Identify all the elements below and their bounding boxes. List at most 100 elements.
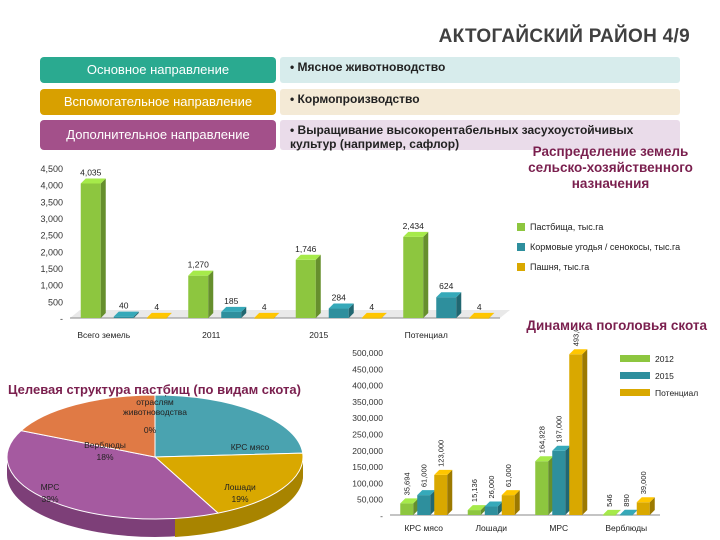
direction-label-auxiliary: Вспомогательное направление bbox=[40, 89, 276, 115]
herd-bar bbox=[400, 498, 419, 515]
herd-category-label: МРС bbox=[549, 523, 568, 533]
herd-legend-label: Потенциал bbox=[655, 388, 698, 398]
pie-slice-percent-label: 39% bbox=[41, 494, 58, 504]
direction-row-auxiliary: Вспомогательное направление • Кормопроиз… bbox=[40, 89, 680, 115]
land-bar bbox=[361, 312, 387, 319]
land-bar-value-label: 4 bbox=[477, 302, 482, 312]
land-bar bbox=[146, 312, 172, 319]
herd-bar-value-label: 493,000 bbox=[572, 330, 581, 346]
land-y-tick-label: - bbox=[60, 314, 63, 324]
land-y-tick-label: 3,000 bbox=[40, 214, 63, 224]
herd-bar-value-label: 39,000 bbox=[639, 471, 648, 494]
herd-bar bbox=[535, 456, 554, 515]
land-bar-value-label: 4 bbox=[369, 302, 374, 312]
land-y-tick-label: 2,500 bbox=[40, 231, 63, 241]
herd-y-tick-label: 400,000 bbox=[352, 381, 383, 391]
pie-slice-percent-label: 0% bbox=[144, 425, 157, 435]
herd-bar bbox=[636, 497, 655, 515]
land-y-tick-label: 1,500 bbox=[40, 264, 63, 274]
land-y-tick-label: 4,500 bbox=[40, 164, 63, 174]
direction-value-auxiliary: • Кормопроизводство bbox=[280, 89, 680, 115]
land-legend-label: Кормовые угодья / сенокосы, тыс.га bbox=[530, 242, 680, 252]
slide-title: АКТОГАЙСКИЙ РАЙОН 4/9 bbox=[438, 26, 690, 47]
land-bar bbox=[295, 254, 321, 318]
land-floor bbox=[70, 310, 510, 318]
herd-y-tick-label: 200,000 bbox=[352, 446, 383, 456]
herd-y-tick-label: 250,000 bbox=[352, 430, 383, 440]
pie-slice-name-label: Верблюды bbox=[84, 440, 126, 450]
land-chart-title: Распределение земель сельско-хозяйственн… bbox=[528, 144, 693, 191]
land-legend-label: Пастбища, тыс.га bbox=[530, 222, 603, 232]
herd-category-label: Верблюды bbox=[605, 523, 647, 533]
pie-slice bbox=[154, 395, 304, 458]
land-bar bbox=[113, 311, 139, 318]
herd-bar bbox=[417, 490, 436, 515]
direction-row-main: Основное направление • Мясное животновод… bbox=[40, 57, 680, 83]
herd-bar bbox=[569, 349, 588, 515]
land-bar-value-label: 4,035 bbox=[80, 168, 102, 178]
land-legend-label: Пашня, тыс.га bbox=[530, 262, 589, 272]
land-legend-swatch bbox=[517, 263, 525, 271]
land-bar bbox=[328, 303, 354, 318]
herd-bar bbox=[619, 509, 638, 516]
pie-center-label: Распределениепастбищ поотраслямживотново… bbox=[123, 395, 187, 417]
pie-slice-name-label: Лошади bbox=[224, 482, 256, 492]
pasture-structure-pie: КРС мясо24%Лошади19%МРС39%Верблюды18%0%Р… bbox=[6, 395, 304, 537]
land-bar-value-label: 1,746 bbox=[295, 244, 317, 254]
land-y-tick-label: 3,500 bbox=[40, 197, 63, 207]
pie-slice bbox=[6, 430, 220, 520]
land-legend-swatch bbox=[517, 223, 525, 231]
herd-bar-value-label: 164,928 bbox=[538, 426, 547, 453]
direction-label-main: Основное направление bbox=[40, 57, 276, 83]
herd-bar-value-label: 26,000 bbox=[487, 476, 496, 499]
pie-slice bbox=[20, 395, 156, 458]
herd-y-tick-label: 500,000 bbox=[352, 348, 383, 358]
land-category-label: Всего земель bbox=[77, 330, 130, 340]
land-bar-value-label: 2,434 bbox=[403, 221, 425, 231]
herd-bar-value-label: 123,000 bbox=[437, 440, 446, 467]
land-bar-value-label: 40 bbox=[119, 301, 129, 311]
herd-category-label: Лошади bbox=[475, 523, 507, 533]
herd-bar bbox=[484, 501, 503, 515]
livestock-dynamics-chart: - 50,000 100,000 150,000 200,000 250,000 300,0… bbox=[352, 330, 698, 533]
herd-legend-label: 2015 bbox=[655, 371, 674, 381]
land-bar-value-label: 624 bbox=[439, 281, 453, 291]
herd-bar-value-label: 35,694 bbox=[403, 472, 412, 495]
land-bar-value-label: 4 bbox=[262, 302, 267, 312]
land-y-tick-label: 500 bbox=[48, 297, 63, 307]
land-y-tick-label: 2,000 bbox=[40, 247, 63, 257]
herd-y-tick-label: - bbox=[380, 511, 383, 521]
herd-bar-value-label: 61,000 bbox=[420, 464, 429, 487]
land-bar bbox=[403, 231, 429, 318]
direction-label-additional: Дополнительное направление bbox=[40, 120, 276, 150]
herd-y-tick-label: 450,000 bbox=[352, 364, 383, 374]
herd-legend-swatch bbox=[620, 372, 650, 379]
land-bar bbox=[436, 292, 462, 318]
pie-slice-percent-label: 18% bbox=[96, 452, 113, 462]
pie-slice-percent-label: 19% bbox=[231, 494, 248, 504]
direction-value-main: • Мясное животноводство bbox=[280, 57, 680, 83]
herd-bar-value-label: 890 bbox=[622, 494, 631, 507]
pie-slice-name-label: МРС bbox=[41, 482, 60, 492]
herd-bar bbox=[434, 469, 453, 515]
direction-value-additional: • Выращивание высокорентабельных засухоу… bbox=[280, 120, 680, 151]
land-bar-value-label: 1,270 bbox=[188, 260, 210, 270]
herd-y-tick-label: 300,000 bbox=[352, 413, 383, 423]
land-category-label: 2011 bbox=[202, 330, 221, 340]
herd-bar bbox=[501, 490, 520, 515]
land-y-tick-label: 4,000 bbox=[40, 181, 63, 191]
pie-rim bbox=[7, 457, 304, 537]
land-bar bbox=[188, 270, 214, 318]
land-distribution-chart: - 500 1,000 1,500 2,000 2,500 3,000 3,500 4,000 4… bbox=[40, 164, 680, 340]
herd-y-tick-label: 50,000 bbox=[357, 495, 383, 505]
land-bar-value-label: 185 bbox=[224, 296, 238, 306]
land-bar bbox=[254, 312, 280, 319]
herd-y-tick-label: 100,000 bbox=[352, 478, 383, 488]
herd-bar-value-label: 61,000 bbox=[504, 464, 513, 487]
land-category-label: Потенциал bbox=[405, 330, 448, 340]
pie-slice-name-label: КРС мясо bbox=[231, 442, 270, 452]
pasture-chart-title: Целевая структура пастбищ (по видам скот… bbox=[8, 382, 301, 397]
herd-chart-title: Динамика поголовья скота bbox=[526, 318, 707, 333]
herd-y-tick-label: 350,000 bbox=[352, 397, 383, 407]
direction-row-additional: Дополнительное направление • Выращивание… bbox=[40, 120, 680, 151]
